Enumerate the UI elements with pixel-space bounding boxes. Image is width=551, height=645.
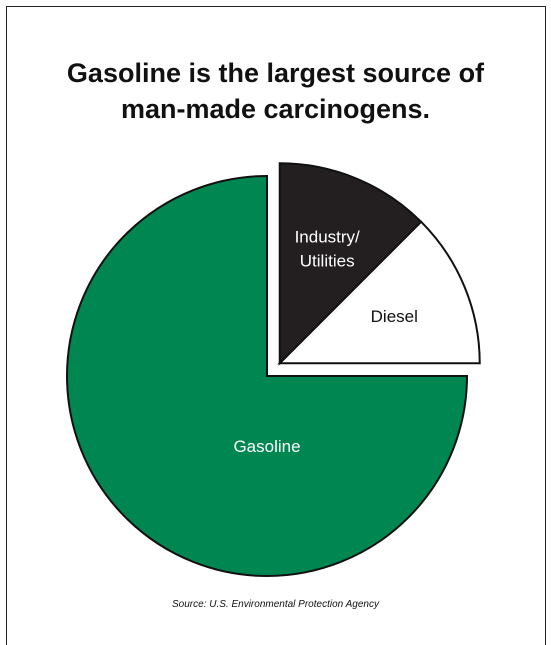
pie-label-gasoline: Gasoline: [233, 437, 300, 456]
pie-slice-diesel: [277, 220, 481, 365]
chart-source: Source: U.S. Environmental Protection Ag…: [172, 599, 379, 610]
pie-slice-gasoline: [66, 174, 469, 577]
pie-labels: Industry/Utilities Diesel Gasoline: [233, 228, 417, 456]
pie-slice-industry-utilities: [278, 162, 423, 366]
chart-frame: [6, 6, 546, 645]
pie-label-industry-utilities: Industry/Utilities: [295, 228, 360, 271]
chart-title-line-2: man-made carcinogens.: [120, 94, 431, 124]
chart-title-line-1: Gasoline is the largest source of: [66, 58, 485, 88]
pie-label-diesel: Diesel: [371, 307, 418, 326]
chart-title: Gasoline is the largest source of man-ma…: [0, 55, 551, 127]
pie-slices: [66, 162, 481, 577]
